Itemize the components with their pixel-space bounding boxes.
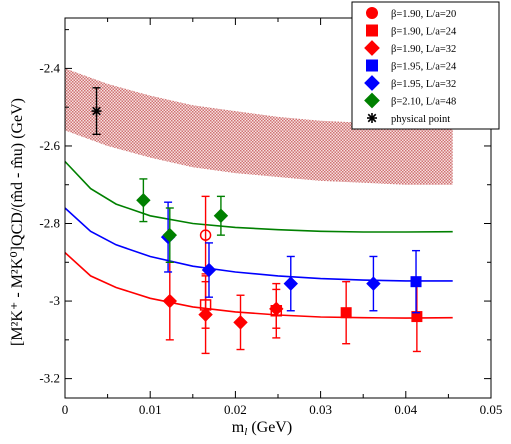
x-axis-label-unit: (GeV) bbox=[247, 419, 292, 436]
legend-label: β=1.90, L/a=24 bbox=[391, 27, 457, 38]
y-tick-label: -2.4 bbox=[39, 60, 60, 75]
marker bbox=[162, 293, 178, 309]
x-axis-label: ml (GeV) bbox=[232, 419, 292, 438]
y-tick-label: -2.6 bbox=[39, 138, 60, 153]
marker bbox=[410, 276, 422, 288]
marker bbox=[199, 229, 212, 241]
marker bbox=[136, 193, 151, 208]
marker bbox=[162, 227, 178, 243]
x-axis-label-main: m bbox=[232, 419, 245, 436]
y-tick-label: -2.8 bbox=[39, 216, 60, 231]
legend-marker bbox=[364, 92, 380, 109]
x-tick-label: 0.02 bbox=[224, 402, 247, 417]
legend-item-6: physical point bbox=[367, 113, 450, 125]
data-point-s5-p1 bbox=[162, 207, 178, 263]
fit-curve-0 bbox=[64, 252, 453, 319]
data-point-s6-p0 bbox=[91, 87, 102, 136]
legend-label: β=1.90, L/a=32 bbox=[391, 44, 456, 55]
data-points-layer bbox=[91, 87, 423, 355]
marker bbox=[213, 208, 229, 223]
data-point-s0-p0 bbox=[199, 195, 212, 275]
legend-marker bbox=[366, 24, 378, 37]
x-tick-label: 0 bbox=[62, 402, 69, 417]
x-tick-label: 0.04 bbox=[394, 402, 417, 417]
legend-item-5: β=2.10, L/a=48 bbox=[364, 92, 456, 109]
legend-item-4: β=1.95, L/a=32 bbox=[364, 75, 456, 91]
legend-label: physical point bbox=[391, 114, 450, 125]
legend-item-1: β=1.90, L/a=24 bbox=[366, 24, 457, 38]
marker bbox=[366, 276, 381, 291]
marker bbox=[283, 276, 298, 291]
legend-item-0: β=1.90, L/a=20 bbox=[366, 7, 456, 20]
data-point-s4-p2 bbox=[283, 255, 298, 312]
data-point-s5-p0 bbox=[136, 178, 151, 223]
error-band bbox=[65, 68, 453, 185]
data-point-s1-p2 bbox=[340, 280, 352, 345]
legend-marker bbox=[366, 7, 378, 19]
marker bbox=[198, 307, 213, 322]
marker bbox=[411, 311, 423, 323]
legend: β=1.90, L/a=20 β=1.90, L/a=24 β=1.90, L/a=… bbox=[351, 1, 500, 130]
data-point-s3-p0 bbox=[410, 249, 422, 314]
marker bbox=[233, 315, 248, 330]
data-point-s5-p2 bbox=[213, 195, 229, 236]
uncertainty-band-layer bbox=[65, 68, 453, 185]
legend-label: β=1.95, L/a=24 bbox=[391, 62, 457, 73]
x-tick-label: 0.05 bbox=[480, 402, 503, 417]
legend-item-3: β=1.95, L/a=24 bbox=[366, 59, 457, 73]
legend-marker bbox=[367, 113, 377, 123]
data-point-s2-p1 bbox=[198, 275, 213, 355]
y-axis-label: [M²K⁺ - M²K⁰]QCD/(m̂d - m̂u) (GeV) bbox=[9, 98, 26, 346]
y-tick-label: -3.2 bbox=[39, 371, 60, 386]
x-tick-label: 0.01 bbox=[139, 402, 162, 417]
data-point-s4-p1 bbox=[201, 242, 217, 298]
marker bbox=[340, 307, 352, 319]
data-point-s2-p0 bbox=[162, 261, 178, 341]
x-axis-label-sub: l bbox=[244, 426, 247, 438]
data-point-s2-p3 bbox=[269, 288, 284, 329]
data-point-s2-p2 bbox=[233, 294, 248, 351]
marker bbox=[269, 301, 284, 317]
data-point-s1-p3 bbox=[411, 280, 423, 353]
fit-curve-1 bbox=[64, 207, 453, 282]
fit-curve-2 bbox=[64, 160, 453, 233]
data-point-s4-p3 bbox=[366, 255, 381, 312]
axis-ticks-layer: 0 0.01 0.02 0.03 0.04 0.05 -3.2 -3 -2.8 -2.6 -2.4 bbox=[39, 18, 502, 417]
legend-marker bbox=[364, 40, 380, 56]
y-tick-label: -3 bbox=[49, 293, 60, 308]
legend-marker bbox=[366, 59, 378, 72]
legend-label: β=1.95, L/a=32 bbox=[391, 79, 456, 90]
legend-marker bbox=[364, 75, 380, 91]
legend-item-2: β=1.90, L/a=32 bbox=[364, 40, 456, 56]
x-tick-label: 0.03 bbox=[309, 402, 332, 417]
legend-label: β=1.90, L/a=20 bbox=[391, 9, 456, 20]
fit-curves-layer bbox=[64, 160, 453, 319]
marker bbox=[91, 106, 102, 117]
legend-label: β=2.10, L/a=48 bbox=[391, 97, 456, 108]
marker bbox=[201, 262, 217, 278]
